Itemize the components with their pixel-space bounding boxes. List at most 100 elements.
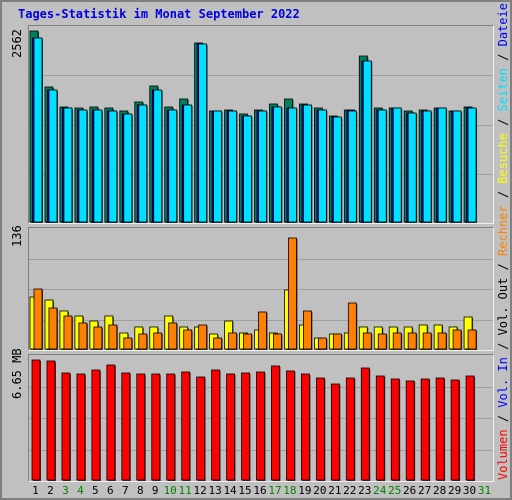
volume-ymax-label: 6.65 MB (10, 348, 24, 399)
volumen-bar (301, 373, 310, 481)
legend: Volumen / Vol. In / Vol. Out / Rechner /… (494, 2, 510, 480)
seiten-bar (243, 115, 252, 223)
x-tick-label: 22 (343, 484, 357, 497)
x-tick-label: 28 (432, 484, 447, 497)
x-tick-label: 10 (163, 484, 177, 497)
volumen-bar (420, 378, 430, 481)
seiten-bar (48, 89, 58, 223)
visits-chart (29, 237, 493, 350)
seiten-bar (392, 107, 402, 223)
volumen-bar (46, 360, 56, 481)
seiten-bar (258, 110, 267, 223)
legend-entry: / (496, 255, 510, 278)
seiten-bar (93, 109, 103, 223)
volumen-bar (31, 359, 41, 481)
volumen-bar (330, 383, 340, 481)
rechner-bar (63, 315, 73, 350)
seiten-bar (317, 109, 327, 223)
rechner-bar (108, 324, 118, 350)
visits-panel (28, 227, 494, 351)
x-tick-label: 23 (358, 484, 372, 497)
x-tick-label: 8 (136, 484, 144, 497)
volumen-bar (241, 372, 250, 481)
rechner-bar (392, 332, 402, 350)
seiten-bar (303, 104, 312, 223)
seiten-bar (273, 106, 282, 223)
rechner-bar (153, 332, 163, 350)
seiten-bar (63, 107, 73, 223)
seiten-bar (198, 43, 208, 223)
seiten-bar (168, 109, 178, 223)
x-tick-label: 13 (208, 484, 222, 497)
x-tick-label: 18 (283, 484, 297, 497)
x-tick-label: 3 (62, 484, 69, 497)
rechner-bar (168, 322, 178, 350)
x-tick-label: 30 (462, 484, 477, 497)
volumen-bar (450, 379, 460, 481)
volumen-bar (435, 377, 445, 481)
volumen-bar (181, 371, 191, 481)
x-tick-label: 20 (313, 484, 327, 497)
rechner-bar (303, 310, 312, 350)
x-tick-label: 1 (32, 484, 39, 497)
x-tick-label: 29 (447, 484, 462, 497)
x-tick-label: 15 (238, 484, 252, 497)
x-tick-label: 7 (121, 484, 129, 497)
seiten-bar (78, 109, 88, 223)
x-tick-label: 19 (298, 484, 312, 497)
seiten-bar (288, 107, 297, 223)
legend-entry: / (496, 111, 510, 134)
volumen-bar (196, 376, 206, 481)
seiten-bar (347, 110, 357, 223)
volumen-bar (61, 372, 71, 481)
rechner-bar (48, 307, 58, 350)
seiten-bar (452, 110, 462, 223)
volumen-bar (121, 372, 131, 481)
rechner-bar (377, 333, 387, 350)
seiten-bar (183, 104, 193, 223)
x-tick-label: 9 (151, 484, 159, 497)
seiten-bar (437, 107, 447, 223)
x-tick-label: 25 (388, 484, 402, 497)
legend-entry: / (496, 46, 510, 69)
seiten-bar (422, 110, 432, 223)
hits-ymax-label: 2562 (10, 29, 24, 58)
x-tick-label: 11 (178, 484, 192, 497)
x-tick-label: 24 (373, 484, 387, 497)
legend-entry: Vol. Out (496, 277, 510, 336)
rechner-bar (452, 329, 462, 350)
legend-entry: Rechner (496, 205, 510, 256)
hits-panel (28, 25, 494, 224)
volumen-bar (106, 364, 116, 481)
rechner-bar (183, 329, 193, 350)
rechner-bar (123, 337, 133, 350)
legend-entry: / (496, 407, 510, 430)
legend-text: Volumen / Vol. In / Vol. Out / Rechner /… (496, 2, 510, 480)
volumen-bar (76, 373, 86, 481)
volumen-bar (151, 373, 161, 481)
seiten-bar (123, 113, 133, 223)
volumen-bar (360, 367, 370, 481)
volumen-bar (91, 369, 101, 481)
rechner-bar (362, 332, 372, 350)
volumen-bar (345, 377, 355, 481)
seiten-bar (213, 110, 223, 223)
rechner-bar (332, 333, 342, 350)
rechner-bar (467, 329, 477, 350)
x-tick-label: 5 (92, 484, 99, 497)
legend-entry: Volumen (496, 429, 510, 480)
seiten-bar (332, 116, 342, 223)
volumen-bar (405, 380, 415, 481)
rechner-bar (243, 333, 252, 350)
volumen-bar (136, 373, 146, 481)
x-tick-label: 2 (47, 484, 54, 497)
legend-entry: / (496, 335, 510, 358)
rechner-bar (273, 333, 282, 350)
seiten-bar (362, 60, 372, 223)
rechner-bar (228, 332, 237, 350)
seiten-bar (377, 109, 387, 223)
rechner-bar (198, 324, 208, 350)
x-tick-label: 17 (268, 484, 282, 497)
x-tick-label: 14 (223, 484, 237, 497)
volumen-bar (226, 373, 235, 481)
